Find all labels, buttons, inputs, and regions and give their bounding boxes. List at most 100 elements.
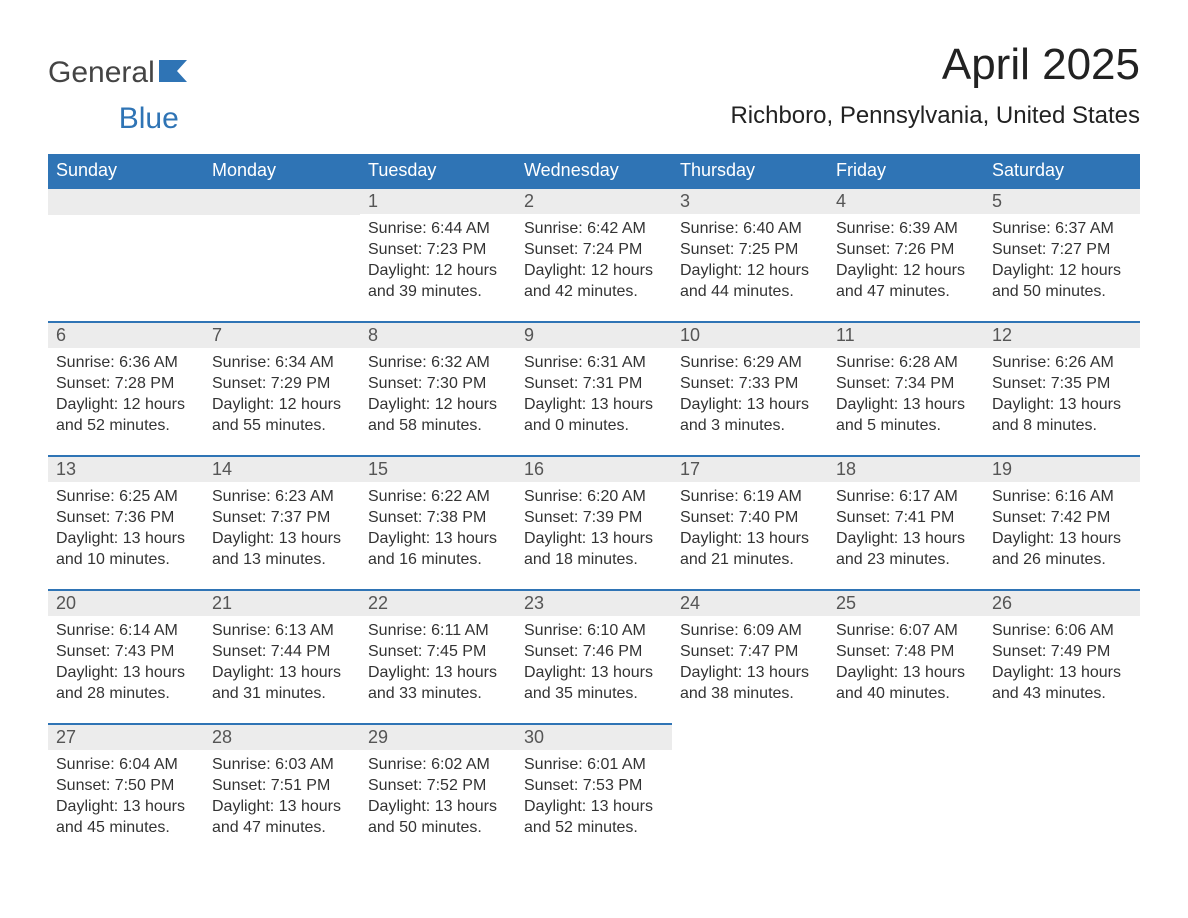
sunrise-line: Sunrise: 6:09 AM bbox=[680, 620, 820, 641]
day-details: Sunrise: 6:36 AMSunset: 7:28 PMDaylight:… bbox=[48, 348, 204, 442]
day-details: Sunrise: 6:25 AMSunset: 7:36 PMDaylight:… bbox=[48, 482, 204, 576]
sunrise-line: Sunrise: 6:19 AM bbox=[680, 486, 820, 507]
day-header-thursday: Thursday bbox=[672, 154, 828, 187]
sunrise-line: Sunrise: 6:28 AM bbox=[836, 352, 976, 373]
sunrise-line: Sunrise: 6:37 AM bbox=[992, 218, 1132, 239]
sunrise-line: Sunrise: 6:44 AM bbox=[368, 218, 508, 239]
day-details: Sunrise: 6:07 AMSunset: 7:48 PMDaylight:… bbox=[828, 616, 984, 710]
day-number: 12 bbox=[984, 321, 1140, 348]
sunset-line: Sunset: 7:39 PM bbox=[524, 507, 664, 528]
daylight-line: Daylight: 13 hours and 21 minutes. bbox=[680, 528, 820, 570]
day-details: Sunrise: 6:17 AMSunset: 7:41 PMDaylight:… bbox=[828, 482, 984, 576]
calendar-cell: 9 Sunrise: 6:31 AMSunset: 7:31 PMDaylight… bbox=[516, 321, 672, 455]
calendar-cell bbox=[828, 723, 984, 857]
daylight-line: Daylight: 13 hours and 8 minutes. bbox=[992, 394, 1132, 436]
day-header-monday: Monday bbox=[204, 154, 360, 187]
calendar-cell: 26Sunrise: 6:06 AMSunset: 7:49 PMDayligh… bbox=[984, 589, 1140, 723]
day-number: 22 bbox=[360, 589, 516, 616]
day-details: Sunrise: 6:16 AMSunset: 7:42 PMDaylight:… bbox=[984, 482, 1140, 576]
daylight-line: Daylight: 13 hours and 0 minutes. bbox=[524, 394, 664, 436]
sunset-line: Sunset: 7:50 PM bbox=[56, 775, 196, 796]
calendar-cell: 2Sunrise: 6:42 AMSunset: 7:24 PMDaylight… bbox=[516, 187, 672, 321]
sunrise-line: Sunrise: 6:23 AM bbox=[212, 486, 352, 507]
sunset-line: Sunset: 7:51 PM bbox=[212, 775, 352, 796]
sunset-line: Sunset: 7:38 PM bbox=[368, 507, 508, 528]
sunset-line: Sunset: 7:30 PM bbox=[368, 373, 508, 394]
calendar-cell: 1Sunrise: 6:44 AMSunset: 7:23 PMDaylight… bbox=[360, 187, 516, 321]
day-number: 16 bbox=[516, 455, 672, 482]
sunset-line: Sunset: 7:48 PM bbox=[836, 641, 976, 662]
sunrise-line: Sunrise: 6:13 AM bbox=[212, 620, 352, 641]
day-number: 3 bbox=[672, 187, 828, 214]
calendar-cell: 6Sunrise: 6:36 AMSunset: 7:28 PMDaylight… bbox=[48, 321, 204, 455]
day-details: Sunrise: 6:09 AMSunset: 7:47 PMDaylight:… bbox=[672, 616, 828, 710]
daylight-line: Daylight: 13 hours and 43 minutes. bbox=[992, 662, 1132, 704]
sunset-line: Sunset: 7:52 PM bbox=[368, 775, 508, 796]
calendar-cell: 23Sunrise: 6:10 AMSunset: 7:46 PMDayligh… bbox=[516, 589, 672, 723]
sunrise-line: Sunrise: 6:29 AM bbox=[680, 352, 820, 373]
daylight-line: Daylight: 12 hours and 39 minutes. bbox=[368, 260, 508, 302]
day-number: 29 bbox=[360, 723, 516, 750]
daylight-line: Daylight: 12 hours and 55 minutes. bbox=[212, 394, 352, 436]
day-details: Sunrise: 6:20 AMSunset: 7:39 PMDaylight:… bbox=[516, 482, 672, 576]
day-number: 26 bbox=[984, 589, 1140, 616]
day-details: Sunrise: 6:44 AMSunset: 7:23 PMDaylight:… bbox=[360, 214, 516, 308]
title-block: April 2025 Richboro, Pennsylvania, Unite… bbox=[730, 40, 1140, 140]
calendar-table: SundayMondayTuesdayWednesdayThursdayFrid… bbox=[48, 154, 1140, 857]
day-number: 14 bbox=[204, 455, 360, 482]
calendar-cell: 30Sunrise: 6:01 AMSunset: 7:53 PMDayligh… bbox=[516, 723, 672, 857]
sunrise-line: Sunrise: 6:14 AM bbox=[56, 620, 196, 641]
daylight-line: Daylight: 13 hours and 13 minutes. bbox=[212, 528, 352, 570]
daylight-line: Daylight: 13 hours and 26 minutes. bbox=[992, 528, 1132, 570]
calendar-week-row: 6Sunrise: 6:36 AMSunset: 7:28 PMDaylight… bbox=[48, 321, 1140, 455]
sunset-line: Sunset: 7:53 PM bbox=[524, 775, 664, 796]
sunset-line: Sunset: 7:24 PM bbox=[524, 239, 664, 260]
sunset-line: Sunset: 7:34 PM bbox=[836, 373, 976, 394]
day-number: 23 bbox=[516, 589, 672, 616]
day-details: Sunrise: 6:39 AMSunset: 7:26 PMDaylight:… bbox=[828, 214, 984, 308]
sunrise-line: Sunrise: 6:40 AM bbox=[680, 218, 820, 239]
sunrise-line: Sunrise: 6:22 AM bbox=[368, 486, 508, 507]
calendar-week-row: 20Sunrise: 6:14 AMSunset: 7:43 PMDayligh… bbox=[48, 589, 1140, 723]
daylight-line: Daylight: 12 hours and 42 minutes. bbox=[524, 260, 664, 302]
daylight-line: Daylight: 13 hours and 40 minutes. bbox=[836, 662, 976, 704]
location-subtitle: Richboro, Pennsylvania, United States bbox=[730, 102, 1140, 130]
sunset-line: Sunset: 7:28 PM bbox=[56, 373, 196, 394]
sunrise-line: Sunrise: 6:16 AM bbox=[992, 486, 1132, 507]
daylight-line: Daylight: 13 hours and 33 minutes. bbox=[368, 662, 508, 704]
calendar-cell bbox=[48, 187, 204, 321]
sunrise-line: Sunrise: 6:20 AM bbox=[524, 486, 664, 507]
calendar-cell: 17Sunrise: 6:19 AMSunset: 7:40 PMDayligh… bbox=[672, 455, 828, 589]
sunset-line: Sunset: 7:45 PM bbox=[368, 641, 508, 662]
daylight-line: Daylight: 12 hours and 44 minutes. bbox=[680, 260, 820, 302]
day-header-wednesday: Wednesday bbox=[516, 154, 672, 187]
day-number: 18 bbox=[828, 455, 984, 482]
day-details: Sunrise: 6:29 AMSunset: 7:33 PMDaylight:… bbox=[672, 348, 828, 442]
sunset-line: Sunset: 7:35 PM bbox=[992, 373, 1132, 394]
daylight-line: Daylight: 13 hours and 28 minutes. bbox=[56, 662, 196, 704]
sunrise-line: Sunrise: 6:31 AM bbox=[524, 352, 664, 373]
day-number: 9 bbox=[516, 321, 672, 348]
day-details: Sunrise: 6:11 AMSunset: 7:45 PMDaylight:… bbox=[360, 616, 516, 710]
sunset-line: Sunset: 7:49 PM bbox=[992, 641, 1132, 662]
day-details: Sunrise: 6:14 AMSunset: 7:43 PMDaylight:… bbox=[48, 616, 204, 710]
sunrise-line: Sunrise: 6:34 AM bbox=[212, 352, 352, 373]
day-number: 30 bbox=[516, 723, 672, 750]
day-details: Sunrise: 6:34 AMSunset: 7:29 PMDaylight:… bbox=[204, 348, 360, 442]
logo-word-general: General bbox=[48, 56, 155, 90]
day-number: 6 bbox=[48, 321, 204, 348]
sunset-line: Sunset: 7:44 PM bbox=[212, 641, 352, 662]
sunset-line: Sunset: 7:43 PM bbox=[56, 641, 196, 662]
calendar-cell: 5Sunrise: 6:37 AMSunset: 7:27 PMDaylight… bbox=[984, 187, 1140, 321]
sunset-line: Sunset: 7:31 PM bbox=[524, 373, 664, 394]
sunset-line: Sunset: 7:36 PM bbox=[56, 507, 196, 528]
calendar-cell: 4Sunrise: 6:39 AMSunset: 7:26 PMDaylight… bbox=[828, 187, 984, 321]
sunrise-line: Sunrise: 6:36 AM bbox=[56, 352, 196, 373]
calendar-cell: 21Sunrise: 6:13 AMSunset: 7:44 PMDayligh… bbox=[204, 589, 360, 723]
calendar-cell: 20Sunrise: 6:14 AMSunset: 7:43 PMDayligh… bbox=[48, 589, 204, 723]
sunset-line: Sunset: 7:26 PM bbox=[836, 239, 976, 260]
daylight-line: Daylight: 13 hours and 45 minutes. bbox=[56, 796, 196, 838]
calendar-cell: 18Sunrise: 6:17 AMSunset: 7:41 PMDayligh… bbox=[828, 455, 984, 589]
day-header-friday: Friday bbox=[828, 154, 984, 187]
daylight-line: Daylight: 13 hours and 50 minutes. bbox=[368, 796, 508, 838]
